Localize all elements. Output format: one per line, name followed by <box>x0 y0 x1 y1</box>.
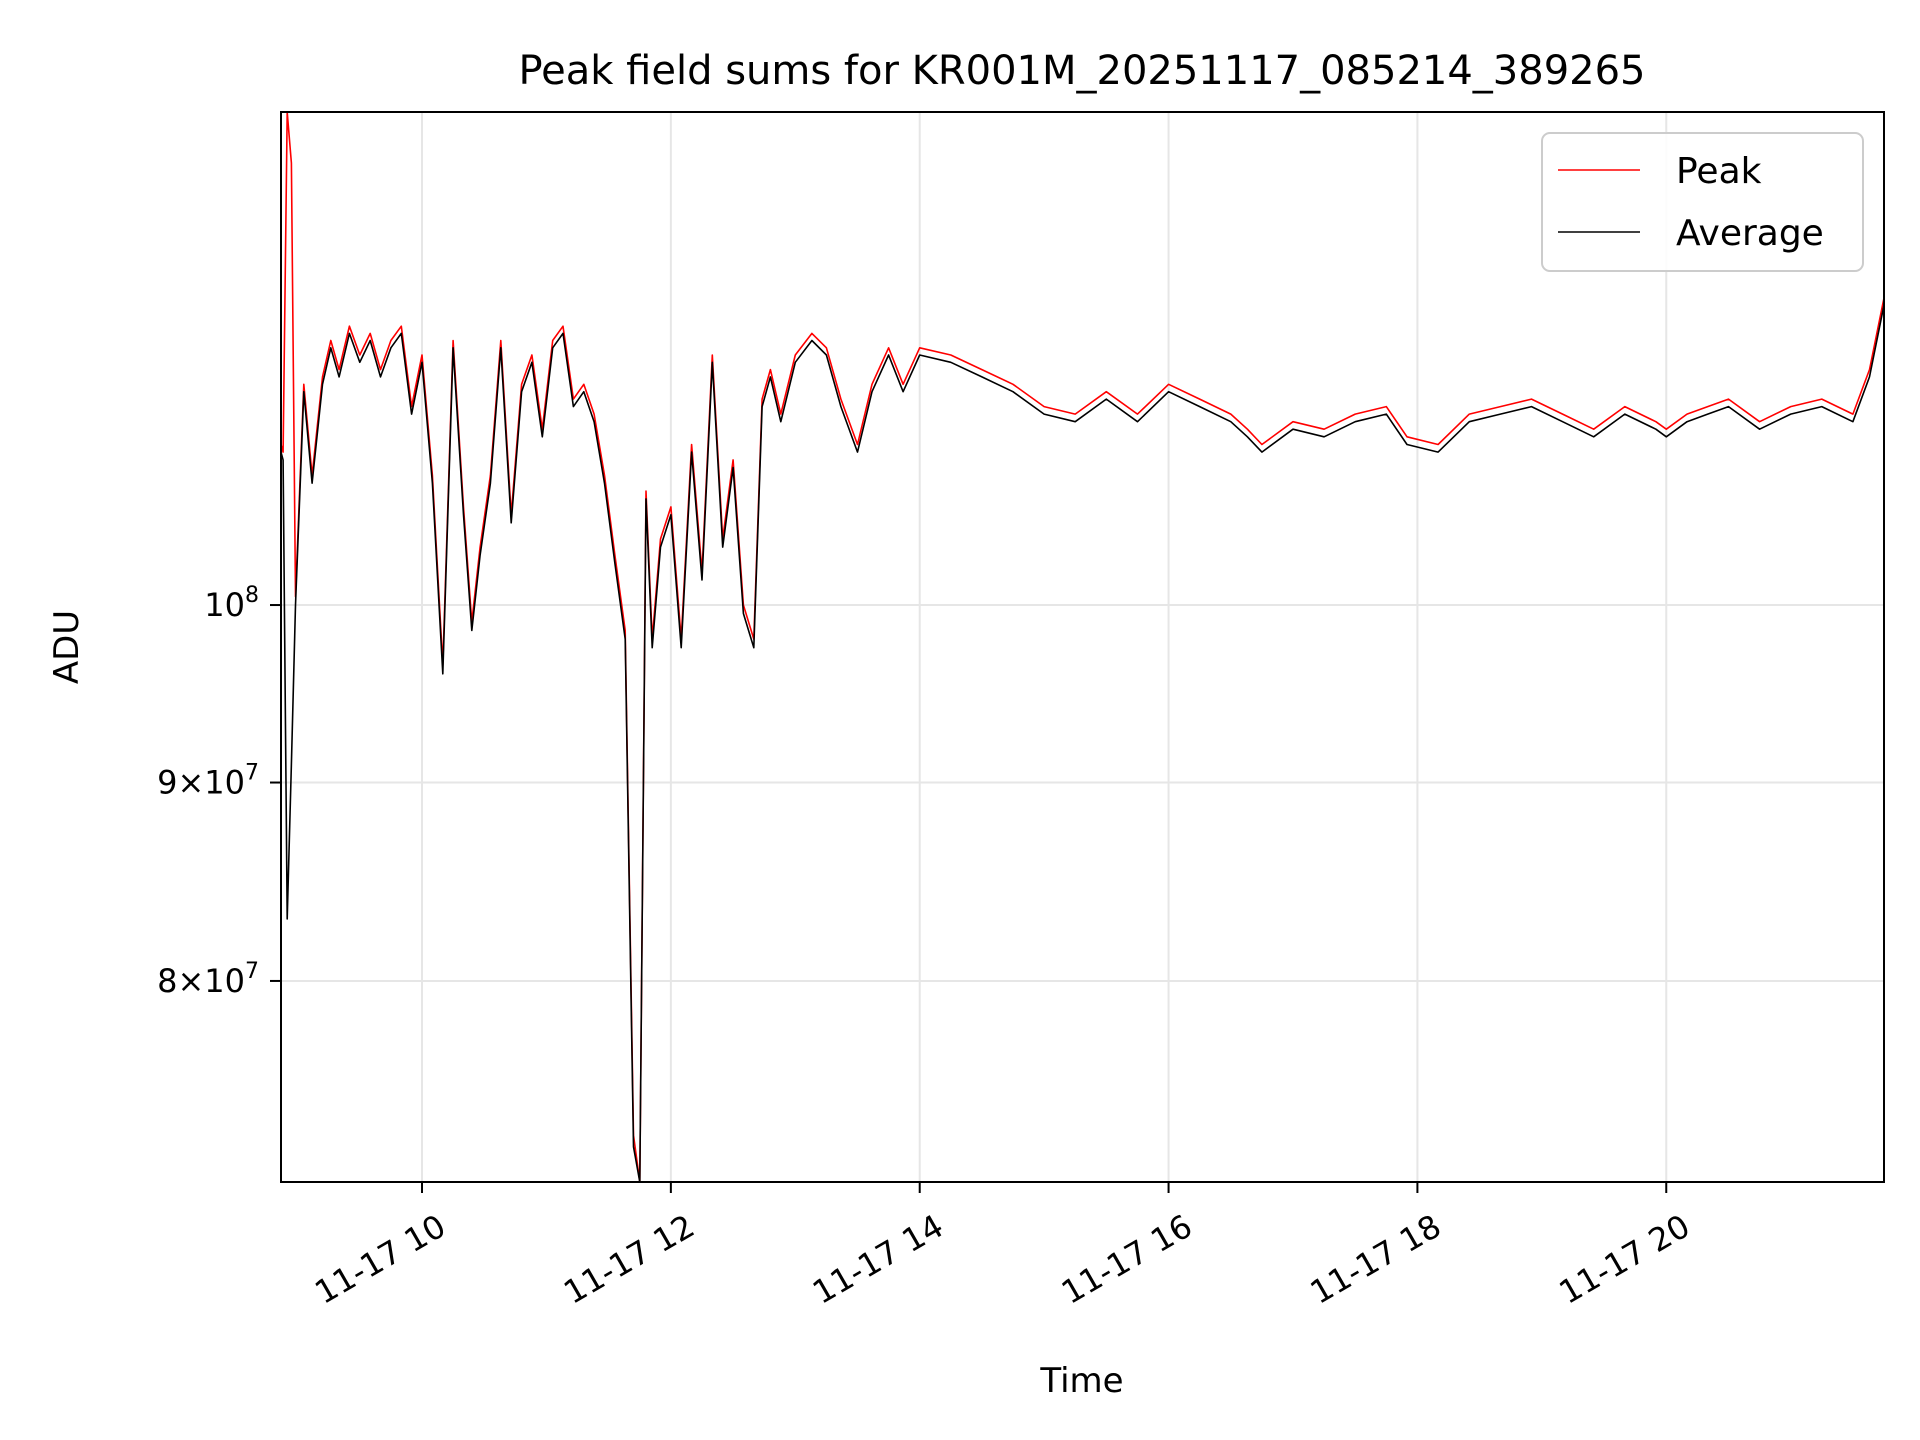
series-line-average <box>281 304 1884 1182</box>
legend-label-peak: Peak <box>1676 151 1762 192</box>
x-axis-label: Time <box>1039 1361 1123 1401</box>
series-line-peak <box>281 112 1884 1182</box>
y-axis: 108 9×107 8×107 <box>157 583 281 1000</box>
y-tick-label: 8×107 <box>157 959 259 1000</box>
y-axis-label: ADU <box>47 610 87 684</box>
legend-box <box>1541 132 1864 272</box>
legend-label-average: Average <box>1676 213 1824 254</box>
plot-area <box>281 112 1884 1182</box>
legend: Peak Average <box>1541 132 1864 272</box>
y-tick-label: 108 <box>204 583 259 624</box>
chart-title: Peak field sums for KR001M_20251117_0852… <box>518 48 1645 94</box>
plot-frame <box>280 111 1885 1183</box>
y-tick-label: 9×107 <box>157 761 259 802</box>
grid-lines <box>281 112 1884 1182</box>
